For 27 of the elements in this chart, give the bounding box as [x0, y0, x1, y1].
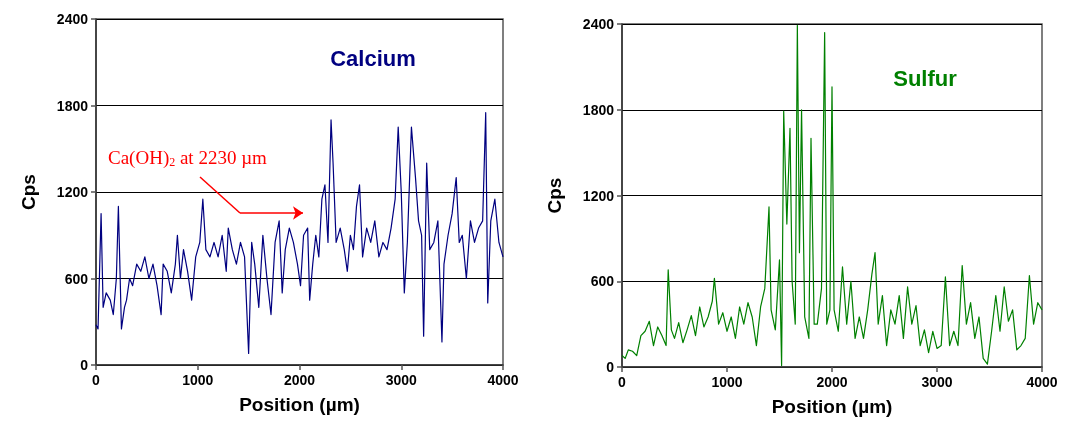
x-tick-label: 4000 — [487, 372, 519, 388]
text: Sulfur — [893, 65, 958, 91]
y-tick-label: 2400 — [56, 11, 89, 27]
y-axis-title: Cps — [544, 177, 565, 214]
y-tick-label: 0 — [80, 357, 89, 373]
x-axis-title: Position (µm) — [239, 394, 360, 415]
y-tick-label: 1800 — [582, 101, 615, 118]
y-tick-label: 1200 — [582, 187, 615, 204]
text: Calcium — [330, 45, 416, 71]
x-tick-label: 2000 — [283, 372, 316, 388]
y-tick-label: 1200 — [56, 184, 89, 200]
x-tick-label: 1000 — [182, 372, 214, 388]
y-tick-label: 2400 — [582, 16, 615, 32]
y-tick-label: 600 — [590, 273, 615, 290]
x-axis-title: Position (µm) — [771, 396, 893, 417]
x-tick-label: 3000 — [385, 372, 418, 388]
y-tick-label: 1800 — [56, 97, 89, 114]
y-tick-label: 600 — [64, 270, 89, 287]
x-tick-label: 1000 — [711, 374, 743, 390]
x-tick-label: 3000 — [921, 374, 953, 390]
y-tick-label: 0 — [606, 359, 615, 375]
x-tick-label: 0 — [618, 374, 627, 390]
x-tick-label: 0 — [92, 372, 101, 388]
x-tick-label: 4000 — [1026, 374, 1058, 390]
y-axis-title: Cps — [18, 174, 39, 210]
x-tick-label: 2000 — [816, 374, 848, 390]
line-series — [95, 112, 504, 355]
